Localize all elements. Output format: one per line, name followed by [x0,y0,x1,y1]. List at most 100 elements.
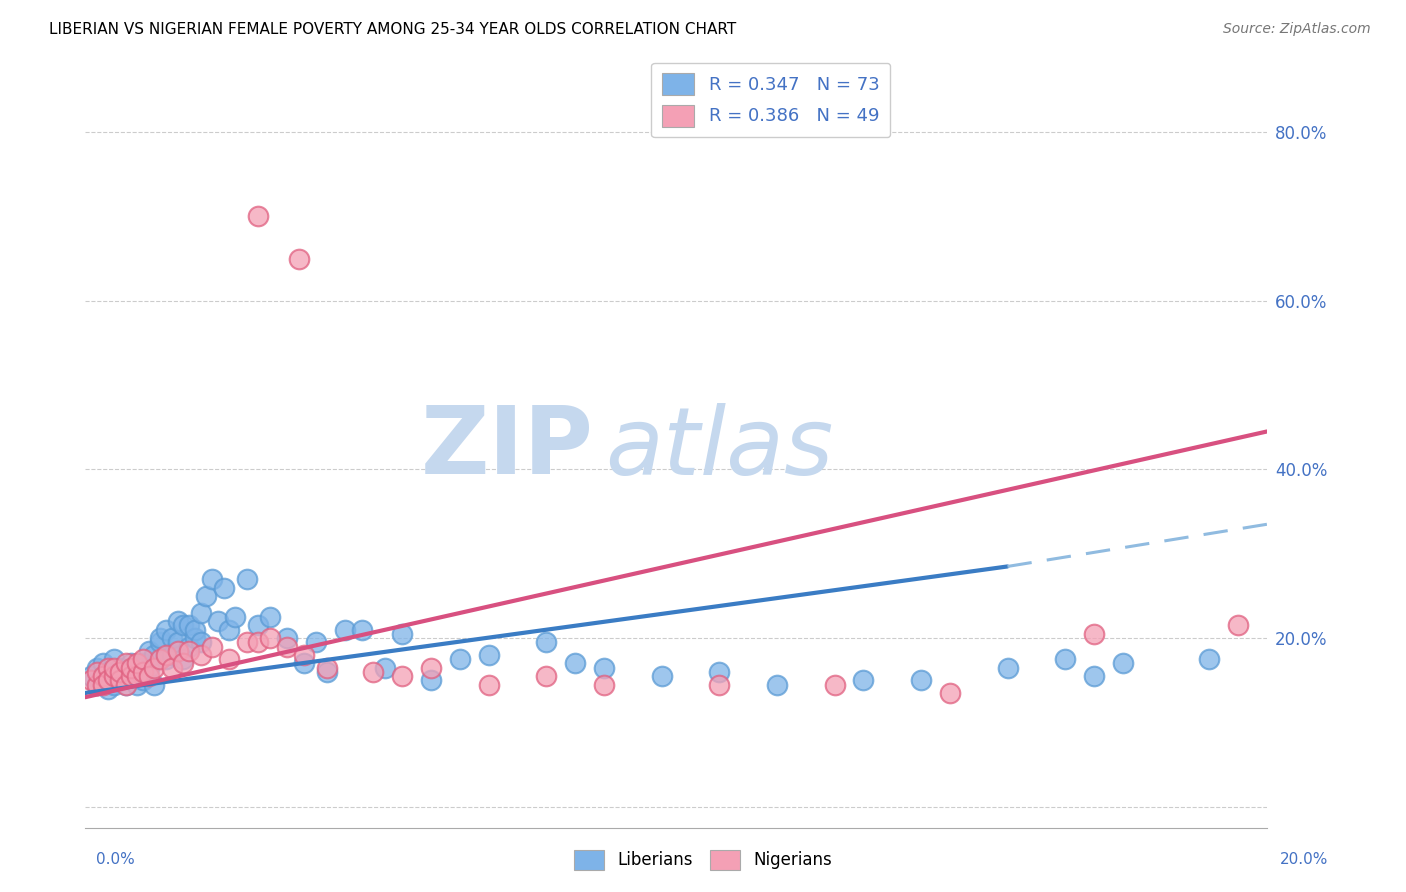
Point [824,677,846,691]
Point [108,673,131,688]
Point [155,623,177,637]
Point [103,669,125,683]
Text: Source: ZipAtlas.com: Source: ZipAtlas.com [1223,22,1371,37]
Point [149,631,172,645]
Point [287,252,309,266]
Point [184,631,207,645]
Point [997,661,1019,675]
Point [177,640,200,654]
Point [709,677,731,691]
Point [593,661,616,675]
Point [259,631,281,645]
Point [172,652,194,666]
Point [86,665,108,679]
Point [97,665,120,679]
Point [177,644,200,658]
Point [91,657,114,671]
Point [114,665,136,679]
Point [108,665,131,679]
Point [374,661,396,675]
Point [766,677,789,691]
Point [190,606,212,620]
Point [143,677,166,691]
Point [316,665,339,679]
Point [97,661,120,675]
Point [138,669,160,683]
Point [120,669,142,683]
Point [218,623,240,637]
Point [86,677,108,691]
Point [1198,652,1220,666]
Point [114,657,136,671]
Point [1054,652,1077,666]
Point [190,635,212,649]
Point [852,673,875,688]
Point [120,669,142,683]
Point [201,640,224,654]
Point [127,661,149,675]
Point [132,673,155,688]
Point [276,640,298,654]
Point [247,210,270,224]
Point [172,618,194,632]
Point [143,661,166,675]
Point [91,669,114,683]
Text: atlas: atlas [605,403,834,494]
Point [478,677,501,691]
Text: 0.0%: 0.0% [96,852,135,867]
Legend: R = 0.347   N = 73, R = 0.386   N = 49: R = 0.347 N = 73, R = 0.386 N = 49 [651,62,890,137]
Point [103,652,125,666]
Point [593,677,616,691]
Point [86,677,108,691]
Point [235,572,257,586]
Point [292,648,315,662]
Point [247,635,270,649]
Point [138,661,160,675]
Point [190,648,212,662]
Point [276,631,298,645]
Point [564,657,586,671]
Point [138,644,160,658]
Point [166,635,188,649]
Text: 20.0%: 20.0% [1281,852,1329,867]
Text: LIBERIAN VS NIGERIAN FEMALE POVERTY AMONG 25-34 YEAR OLDS CORRELATION CHART: LIBERIAN VS NIGERIAN FEMALE POVERTY AMON… [49,22,737,37]
Point [1083,627,1105,641]
Point [160,661,183,675]
Point [166,644,188,658]
Point [149,652,172,666]
Point [391,669,413,683]
Point [478,648,501,662]
Point [97,681,120,696]
Point [155,652,177,666]
Point [420,661,443,675]
Point [103,677,125,691]
Point [103,661,125,675]
Point [127,657,149,671]
Point [218,652,240,666]
Point [86,661,108,675]
Point [1112,657,1135,671]
Point [207,614,229,628]
Point [108,673,131,688]
Point [536,635,558,649]
Point [91,673,114,688]
Point [1083,669,1105,683]
Point [114,677,136,691]
Point [1227,618,1250,632]
Point [247,618,270,632]
Point [449,652,471,666]
Point [114,677,136,691]
Point [224,610,246,624]
Point [149,635,172,649]
Point [132,652,155,666]
Point [651,669,673,683]
Point [305,635,328,649]
Point [292,657,315,671]
Point [363,665,385,679]
Point [939,686,962,700]
Text: ZIP: ZIP [420,402,593,494]
Point [132,665,155,679]
Point [536,669,558,683]
Point [108,661,131,675]
Point [333,623,356,637]
